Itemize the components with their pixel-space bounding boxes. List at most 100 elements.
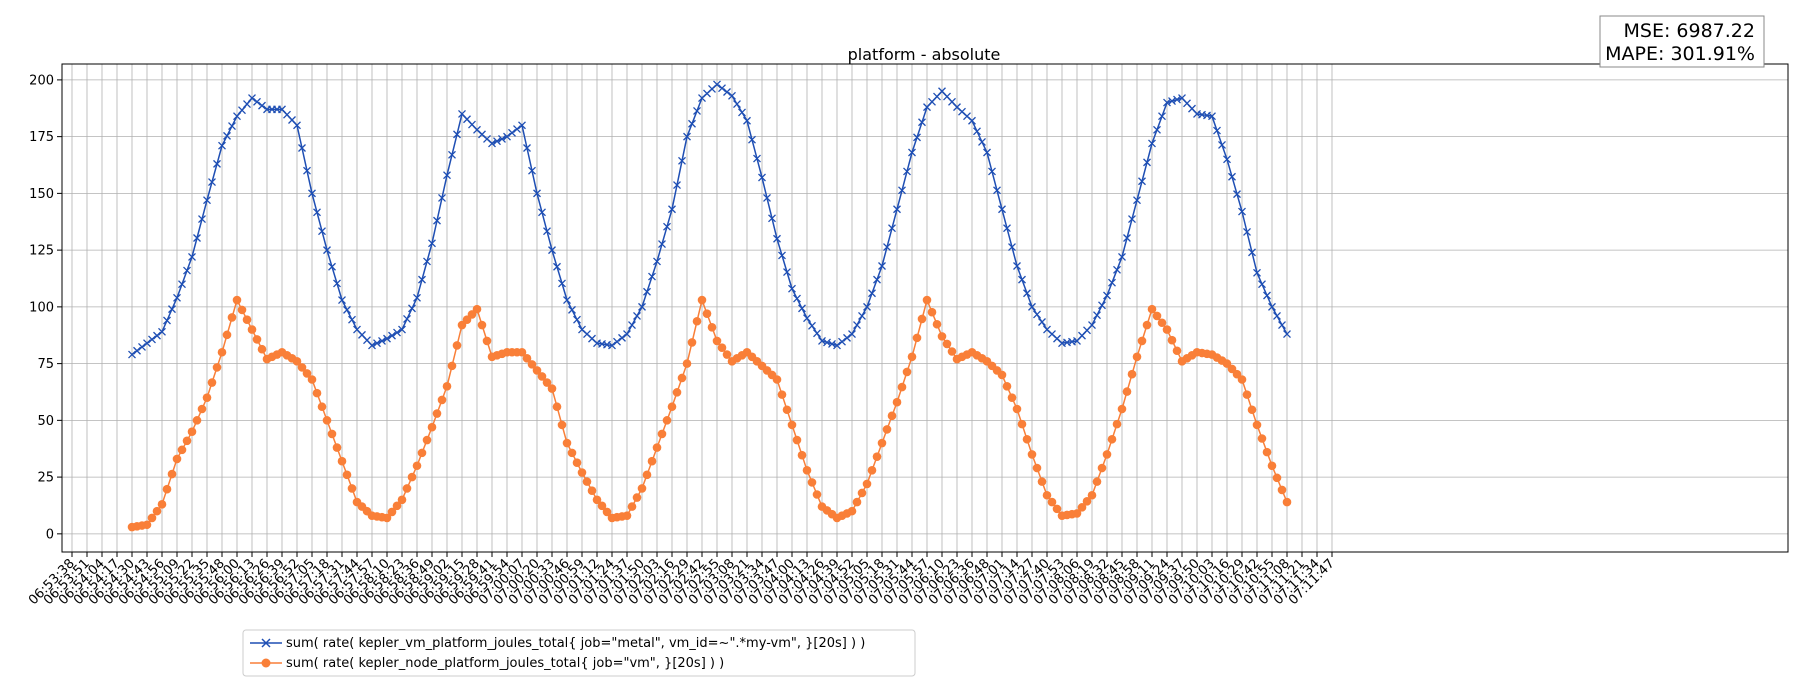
- data-point: [172, 454, 182, 464]
- data-point: [233, 112, 241, 121]
- data-point: [672, 388, 682, 397]
- data-point: [1228, 172, 1236, 181]
- data-point: [983, 148, 991, 157]
- data-point: [567, 448, 577, 458]
- data-point: [547, 384, 557, 393]
- y-tick-label: 150: [29, 187, 54, 202]
- data-point: [313, 208, 321, 217]
- chart-title: platform - absolute: [848, 45, 1001, 64]
- data-point: [592, 495, 602, 505]
- data-point: [348, 315, 356, 324]
- data-point: [852, 497, 862, 507]
- data-point: [582, 477, 592, 486]
- data-point: [133, 346, 141, 355]
- data-point: [197, 404, 207, 414]
- data-point: [493, 137, 501, 146]
- data-point: [307, 375, 317, 384]
- data-point: [937, 332, 947, 341]
- data-point: [1283, 330, 1291, 339]
- data-point: [368, 341, 376, 350]
- data-point: [1158, 112, 1166, 121]
- data-point: [1273, 311, 1281, 320]
- data-point: [1267, 461, 1277, 471]
- data-point: [1127, 369, 1137, 379]
- data-point: [997, 370, 1007, 380]
- data-point: [553, 262, 561, 271]
- data-point: [1157, 318, 1167, 328]
- data-point: [808, 321, 816, 330]
- data-point: [802, 465, 812, 475]
- data-point: [373, 339, 381, 348]
- data-point: [783, 268, 791, 277]
- data-point: [1152, 311, 1162, 321]
- data-point: [1153, 125, 1161, 134]
- data-point: [857, 488, 867, 498]
- data-point: [932, 319, 942, 329]
- data-point: [633, 311, 641, 320]
- data-point: [1173, 95, 1181, 104]
- data-point: [1263, 291, 1271, 300]
- mse-label: MSE: 6987.22: [1624, 20, 1755, 42]
- data-point: [797, 450, 807, 460]
- data-point: [768, 214, 776, 223]
- data-point: [1137, 336, 1147, 346]
- legend-entry-vm: sum( rate( kepler_vm_platform_joules_tot…: [250, 636, 865, 651]
- data-point: [418, 275, 426, 284]
- data-point: [322, 416, 332, 425]
- data-point: [173, 293, 181, 302]
- legend-label-node: sum( rate( kepler_node_platform_joules_t…: [286, 656, 724, 671]
- data-point: [158, 327, 166, 336]
- legend-label-vm: sum( rate( kepler_vm_platform_joules_tot…: [286, 636, 865, 651]
- data-point: [753, 154, 761, 163]
- data-point: [638, 302, 646, 311]
- data-point: [918, 118, 926, 127]
- data-point: [293, 121, 301, 130]
- series-group: [127, 80, 1292, 532]
- data-point: [853, 321, 861, 329]
- data-point: [917, 314, 927, 324]
- data-point: [517, 347, 527, 357]
- data-point: [228, 122, 236, 130]
- data-point: [443, 171, 451, 180]
- data-point: [238, 106, 246, 115]
- data-point: [782, 405, 792, 415]
- data-point: [608, 341, 616, 350]
- series-vm: [128, 80, 1291, 359]
- series-node: [127, 295, 1292, 532]
- data-point: [212, 363, 222, 372]
- data-point: [423, 257, 431, 266]
- data-point: [587, 486, 597, 496]
- data-point: [722, 350, 732, 359]
- data-point: [417, 448, 427, 458]
- data-point: [513, 125, 521, 134]
- data-point: [1253, 268, 1261, 277]
- data-point: [503, 132, 511, 141]
- metrics-box: MSE: 6987.22 MAPE: 301.91%: [1599, 15, 1765, 68]
- data-point: [993, 186, 1001, 195]
- data-point: [662, 416, 672, 425]
- data-point: [217, 347, 227, 357]
- data-point: [422, 435, 432, 445]
- data-point: [292, 357, 302, 366]
- data-point: [1113, 265, 1121, 274]
- data-point: [128, 350, 136, 359]
- data-point: [1033, 310, 1041, 319]
- data-point: [523, 144, 531, 152]
- data-point: [693, 106, 701, 115]
- data-point: [167, 469, 177, 479]
- data-point: [848, 330, 856, 339]
- data-point: [182, 436, 192, 446]
- data-point: [1007, 393, 1017, 402]
- data-point: [1097, 463, 1107, 473]
- data-point: [882, 425, 892, 434]
- data-point: [1237, 375, 1247, 384]
- data-point: [568, 305, 576, 314]
- data-point: [537, 372, 547, 381]
- data-point: [1257, 434, 1267, 443]
- data-point: [1077, 503, 1087, 512]
- data-point: [412, 461, 422, 471]
- data-point: [557, 420, 567, 430]
- data-point: [908, 148, 916, 157]
- data-point: [868, 289, 876, 298]
- data-point: [1132, 352, 1142, 362]
